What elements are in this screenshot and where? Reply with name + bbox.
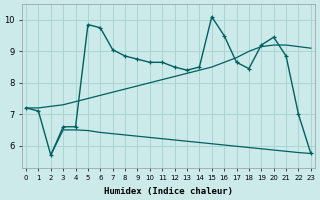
X-axis label: Humidex (Indice chaleur): Humidex (Indice chaleur) [104,187,233,196]
